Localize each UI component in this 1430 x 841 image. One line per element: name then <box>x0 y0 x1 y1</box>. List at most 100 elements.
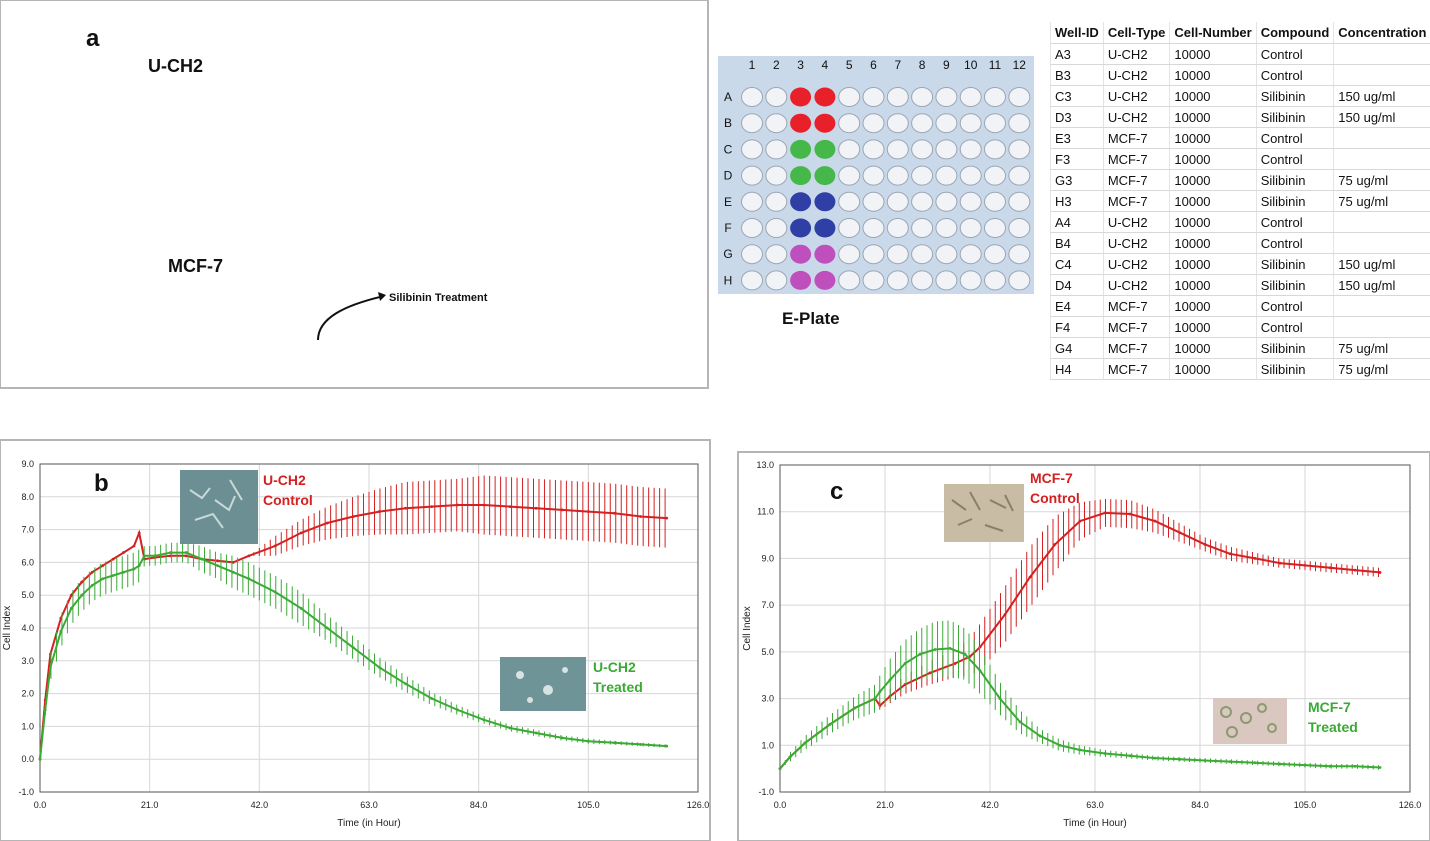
data-point <box>1128 754 1132 758</box>
plate-title: E-Plate <box>782 309 840 328</box>
table-cell: A3 <box>1050 43 1104 65</box>
table-cell: 10000 <box>1169 337 1257 359</box>
table-cell: U-CH2 <box>1102 106 1170 128</box>
data-point <box>1203 759 1207 762</box>
plate-well-G9 <box>935 244 958 265</box>
table-cell: C4 <box>1050 253 1104 275</box>
data-point <box>231 561 235 564</box>
plate-well-B12 <box>1008 113 1031 134</box>
plate-well-B3 <box>790 113 812 133</box>
plate-well-C1 <box>741 139 763 160</box>
y-tick-label: 1.0 <box>21 721 34 731</box>
table-row: H3 MCF-7 10000 Silibinin 75 ug/ml <box>1050 190 1430 212</box>
table-cell: 75 ug/ml <box>1333 169 1430 191</box>
data-point <box>101 564 105 568</box>
plate-well-C4 <box>814 139 836 159</box>
data-point <box>1078 748 1082 752</box>
y-tick-label: 2.0 <box>21 689 34 699</box>
table-cell: H4 <box>1050 358 1104 380</box>
table-row: C3 U-CH2 10000 Silibinin 150 ug/ml <box>1050 85 1430 107</box>
data-point <box>1303 564 1307 567</box>
y-axis-label: Cell Index <box>742 606 753 650</box>
data-point <box>508 726 512 730</box>
plate-well-G8 <box>911 244 934 265</box>
plate-well-A1 <box>741 87 763 107</box>
table-cell: 10000 <box>1169 274 1257 296</box>
plate-well-E6 <box>862 191 885 212</box>
plate-well-D4 <box>814 166 836 186</box>
plate-column-label: 3 <box>797 58 804 72</box>
data-point <box>111 557 115 561</box>
mcf7-control-cells <box>951 491 1014 532</box>
table-cell: MCF-7 <box>1102 358 1170 380</box>
header-compound: Compound <box>1255 22 1334 44</box>
well-table-header: Well-ID Cell-Type Cell-Number Compound C… <box>1050 22 1430 44</box>
table-cell: MCF-7 <box>1102 337 1170 359</box>
plate-column-label: 11 <box>989 58 1002 72</box>
data-point <box>200 557 204 561</box>
panel-a-chart: 0.07.014.021.028.035.042.0-1.00.01.02.03… <box>0 0 709 389</box>
plate-well-H5 <box>838 270 861 291</box>
plate-well-E7 <box>886 191 909 212</box>
table-cell <box>1333 316 1430 338</box>
data-point <box>853 706 857 710</box>
data-point <box>998 697 1002 700</box>
data-point <box>1228 760 1232 764</box>
panel-c-treated-line1: MCF-7 <box>1308 699 1351 715</box>
table-cell: U-CH2 <box>1102 85 1170 107</box>
table-cell: 10000 <box>1169 232 1257 254</box>
y-tick-label: 5.0 <box>21 590 34 600</box>
plate-well-G7 <box>886 244 909 265</box>
table-cell: G3 <box>1050 169 1104 191</box>
series-u-ch2-treated <box>38 542 669 761</box>
x-tick-label: 84.0 <box>1191 800 1209 810</box>
table-cell: H3 <box>1050 190 1104 212</box>
table-cell: 10000 <box>1169 253 1257 275</box>
table-cell: 75 ug/ml <box>1333 337 1430 359</box>
plate-well-E2 <box>765 191 788 212</box>
y-tick-label: 7.0 <box>21 525 34 535</box>
data-point <box>482 718 486 722</box>
x-tick-label: 0.0 <box>34 800 47 810</box>
data-point <box>560 508 564 512</box>
series-mcf-7-treated <box>778 620 1382 771</box>
plate-well-F2 <box>765 218 788 238</box>
table-cell: 10000 <box>1169 85 1257 107</box>
plate-well-F4 <box>814 218 836 238</box>
x-axis-label: Time (in Hour) <box>337 818 401 829</box>
series-line <box>39 551 667 760</box>
table-cell: D3 <box>1050 106 1104 128</box>
plate-column-label: 8 <box>919 58 926 72</box>
table-cell: 10000 <box>1169 169 1257 191</box>
data-point <box>1153 756 1157 760</box>
table-cell: 150 ug/ml <box>1333 253 1430 275</box>
data-point <box>948 646 952 650</box>
plate-well-A6 <box>862 87 885 107</box>
data-point <box>1128 512 1132 516</box>
y-tick-label: 3.0 <box>21 656 34 666</box>
plate-well-G10 <box>959 244 982 265</box>
plate-well-H11 <box>984 270 1006 291</box>
data-point <box>613 511 616 515</box>
uch2-treated-cell <box>543 685 553 695</box>
plate-well-B11 <box>984 113 1006 134</box>
data-point <box>122 570 125 574</box>
series-u-ch2-control <box>38 475 669 761</box>
data-point <box>69 606 73 610</box>
table-cell <box>1333 295 1430 317</box>
y-tick-label: 7.0 <box>761 600 774 610</box>
mcf7-treated-cell <box>1226 726 1238 738</box>
x-tick-label: 63.0 <box>360 800 378 810</box>
header-cell-type: Cell-Type <box>1102 22 1170 44</box>
mcf7-treated-cell <box>1220 706 1232 718</box>
table-cell: Silibinin <box>1255 358 1334 380</box>
plate-row-label: E <box>724 195 732 209</box>
plate-well-F6 <box>862 218 885 238</box>
plate-well-H1 <box>741 270 763 291</box>
table-cell: A4 <box>1050 211 1104 233</box>
data-point <box>247 577 251 581</box>
data-point <box>404 682 407 686</box>
table-cell <box>1333 43 1430 65</box>
panel-b-frame <box>0 439 711 841</box>
data-point <box>586 739 590 743</box>
